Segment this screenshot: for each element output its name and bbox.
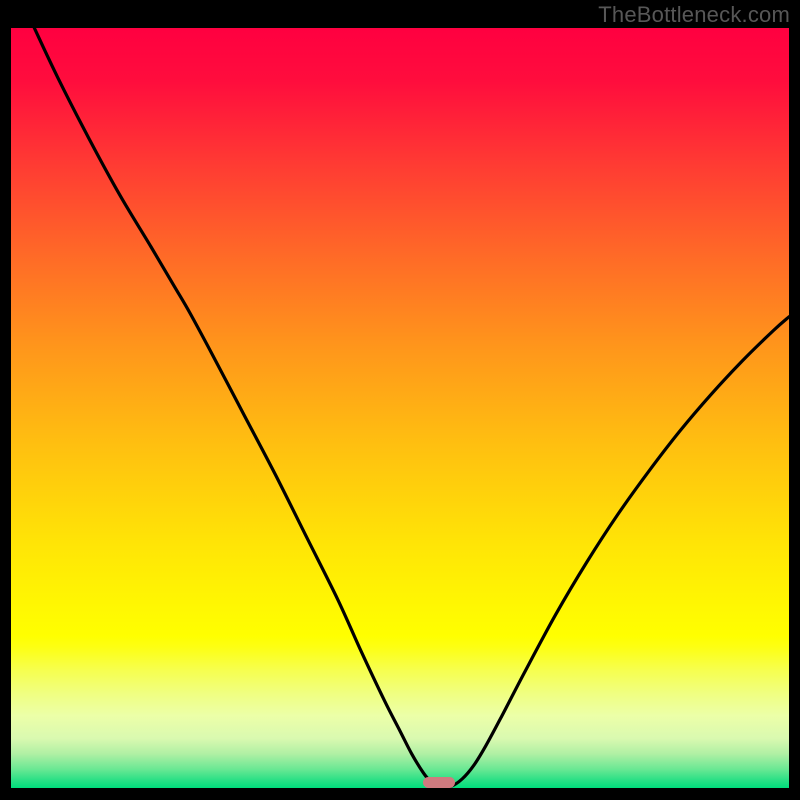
chart-plot-area xyxy=(11,28,789,788)
chart-svg xyxy=(11,28,789,788)
watermark-text: TheBottleneck.com xyxy=(598,2,790,28)
chart-frame: TheBottleneck.com xyxy=(0,0,800,800)
minimum-marker xyxy=(423,777,456,788)
chart-background xyxy=(11,28,789,788)
